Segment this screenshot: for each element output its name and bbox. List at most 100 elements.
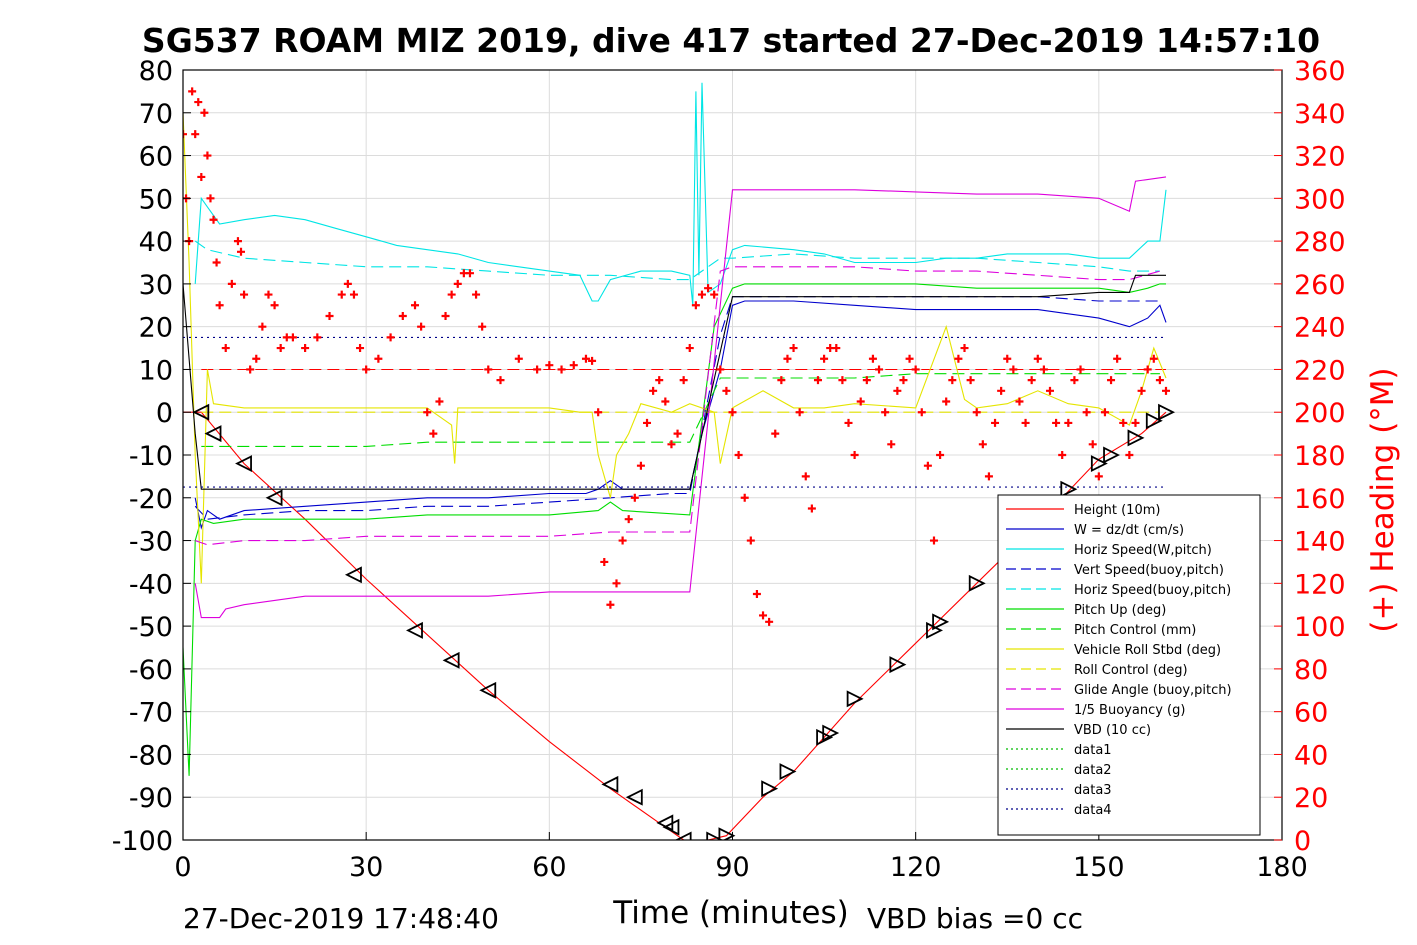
heading-point	[264, 290, 273, 299]
heading-point	[1009, 365, 1018, 374]
heading-point	[398, 311, 407, 320]
heading-point	[618, 536, 627, 545]
heading-point	[679, 376, 688, 385]
heading-point	[1125, 451, 1134, 459]
heading-point	[783, 354, 792, 363]
heading-point	[1143, 365, 1152, 374]
legend-label: Height (10m)	[1074, 503, 1160, 518]
legend: Height (10m) W = dz/dt (cm/s) Horiz Speed(…	[997, 494, 1261, 836]
heading-point	[472, 290, 481, 299]
heading-point	[465, 269, 474, 278]
heading-point	[960, 344, 969, 353]
heading-point	[581, 354, 590, 363]
heading-point	[777, 376, 786, 385]
heading-point	[1149, 354, 1158, 363]
x-tick-label: 90	[715, 852, 749, 883]
footer-vbd-bias: VBD bias =0 cc	[867, 902, 1083, 935]
heading-point	[246, 365, 255, 374]
series-line-7	[183, 112, 1167, 584]
legend-label: data3	[1074, 783, 1112, 798]
heading-point	[240, 290, 249, 299]
heading-point	[200, 108, 209, 117]
ascent-marker	[1127, 429, 1145, 447]
ascent-marker	[1090, 455, 1108, 473]
heading-point	[649, 386, 658, 395]
y2-tick-label: 280	[1294, 227, 1346, 258]
descent-marker	[265, 489, 283, 507]
descent-marker	[235, 455, 252, 473]
y2-tick-label: 220	[1294, 355, 1346, 386]
heading-point	[606, 600, 615, 609]
ascent-marker	[706, 831, 724, 840]
y-tick-label: -20	[129, 484, 173, 515]
heading-point	[832, 344, 841, 353]
heading-point	[734, 451, 743, 459]
descent-marker	[442, 651, 460, 669]
y2-tick-label: 180	[1294, 441, 1346, 472]
ascent-marker	[779, 763, 797, 781]
heading-point	[752, 590, 761, 599]
heading-point	[801, 472, 810, 481]
heading-point	[997, 386, 1006, 395]
legend-label: Glide Angle (buoy,pitch)	[1074, 683, 1232, 698]
y-axis-right-label: (+) Heading (°M)	[1365, 367, 1401, 632]
heading-point	[1058, 451, 1067, 459]
heading-point	[429, 429, 438, 438]
heading-point	[917, 408, 926, 417]
series-line-5	[183, 283, 1166, 776]
x-tick-label: 60	[532, 852, 566, 883]
ascent-marker	[1060, 480, 1078, 498]
descent-marker	[204, 425, 222, 443]
chart-title: SG537 ROAM MIZ 2019, dive 417 started 27…	[142, 21, 1320, 60]
descent-marker	[674, 831, 692, 840]
heading-point	[704, 284, 713, 293]
y2-tick-label: 260	[1294, 270, 1346, 301]
heading-point	[691, 301, 700, 310]
heading-point	[435, 397, 444, 406]
x-tick-label: 120	[890, 852, 942, 883]
y-tick-label: -80	[129, 740, 173, 771]
plot-area	[183, 82, 1176, 840]
heading-point	[875, 365, 884, 374]
series-line-4	[194, 240, 1160, 281]
heading-point	[1161, 386, 1170, 395]
heading-point	[343, 279, 352, 288]
heading-point	[1027, 376, 1036, 385]
x-axis-label: Time (minutes)	[612, 895, 848, 931]
heading-point	[716, 365, 725, 374]
y-tick-label: -50	[129, 612, 173, 643]
heading-point	[948, 376, 957, 385]
y-axis-left: 80 70 60 50 40 30 20 10 0 -10 -20 -30 -40 -50 -60 -70 -8…	[112, 56, 191, 857]
heading-point	[1137, 386, 1146, 395]
y-tick-label: 70	[139, 99, 173, 130]
heading-point	[722, 386, 731, 395]
heading-point	[868, 354, 877, 363]
ascent-marker	[968, 574, 986, 592]
heading-point	[1107, 376, 1116, 385]
heading-point	[209, 215, 218, 224]
y-tick-label: -60	[129, 655, 173, 686]
heading-point	[569, 361, 578, 370]
y2-tick-label: 300	[1294, 184, 1346, 215]
heading-point	[258, 322, 267, 331]
legend-label: Pitch Up (deg)	[1074, 603, 1166, 618]
heading-point	[643, 418, 652, 427]
ascent-marker	[932, 613, 950, 631]
heading-point	[270, 301, 279, 310]
heading-point	[1021, 418, 1030, 427]
heading-point	[514, 354, 523, 363]
heading-point	[212, 258, 221, 267]
heading-point	[423, 408, 432, 417]
heading-point	[954, 354, 963, 363]
heading-point	[1082, 408, 1091, 417]
heading-point	[1131, 418, 1140, 427]
heading-point	[1015, 397, 1024, 406]
x-tick-label: 0	[174, 852, 191, 883]
heading-point	[862, 376, 871, 385]
heading-point	[667, 440, 676, 449]
heading-point	[191, 130, 200, 139]
heading-point	[1088, 440, 1097, 449]
y-tick-label: 60	[139, 142, 173, 173]
heading-point	[807, 504, 816, 513]
y2-tick-label: 240	[1294, 313, 1346, 344]
